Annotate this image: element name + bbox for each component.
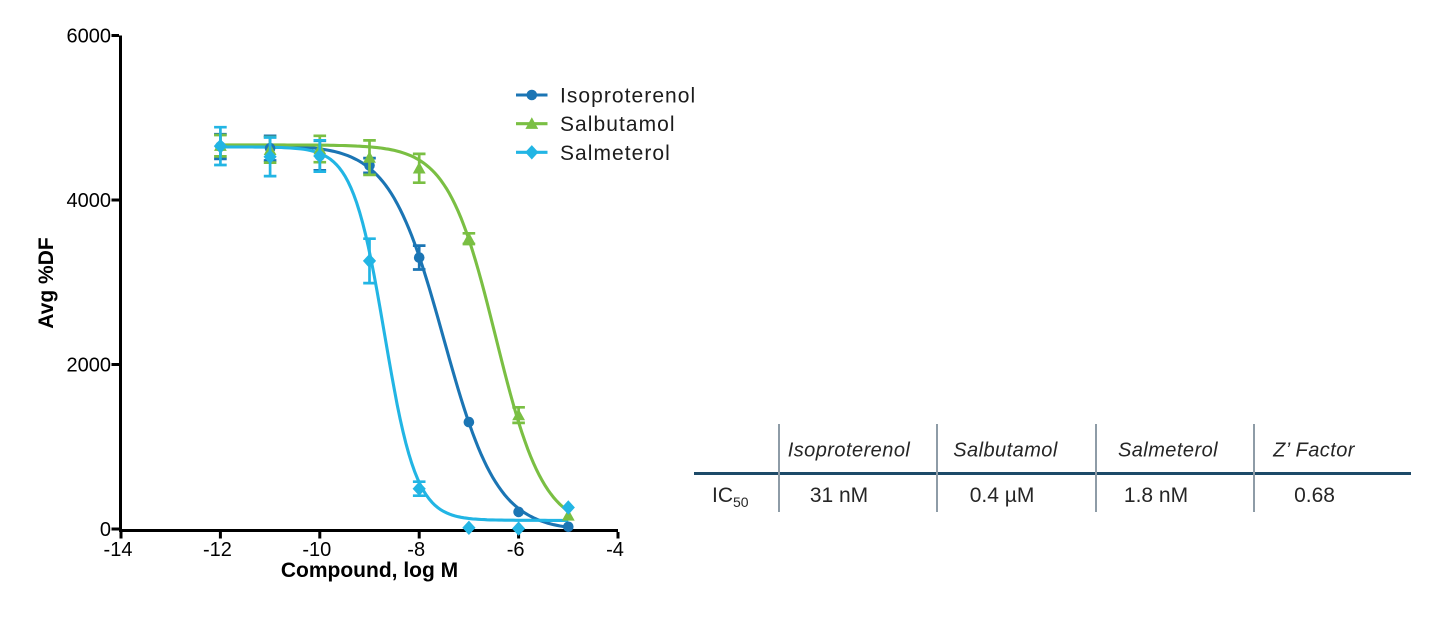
svg-text:4000: 4000: [67, 190, 112, 212]
svg-text:Avg %DF: Avg %DF: [35, 237, 58, 329]
svg-text:-4: -4: [606, 539, 624, 561]
svg-text:0: 0: [100, 519, 111, 541]
svg-text:-8: -8: [407, 539, 425, 561]
svg-text:2000: 2000: [67, 355, 112, 377]
svg-text:Compound, log M: Compound, log M: [281, 559, 458, 582]
svg-text:-10: -10: [302, 539, 331, 561]
svg-text:-12: -12: [203, 539, 232, 561]
svg-text:-14: -14: [104, 539, 133, 561]
svg-text:Isoproterenol: Isoproterenol: [560, 85, 696, 108]
svg-text:Salbutamol: Salbutamol: [560, 113, 676, 136]
svg-text:6000: 6000: [67, 26, 112, 48]
svg-text:Salmeterol: Salmeterol: [560, 142, 671, 165]
svg-text:-6: -6: [507, 539, 525, 561]
